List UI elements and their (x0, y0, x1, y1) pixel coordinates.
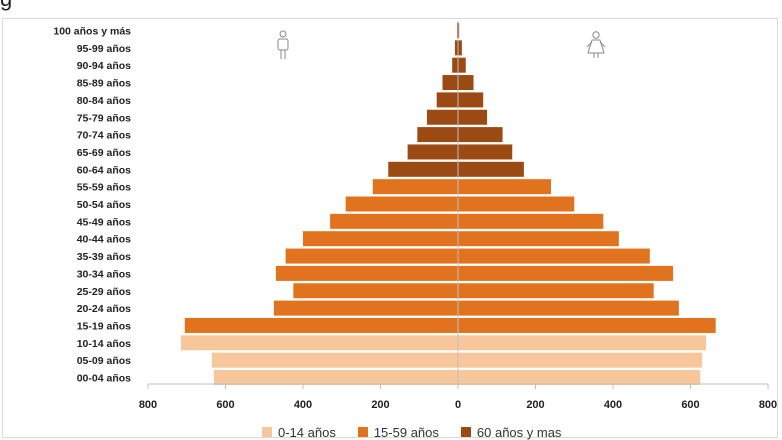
bar-left-4 (273, 300, 458, 316)
age-label-8: 40-44 años (77, 234, 131, 246)
bar-right-1 (458, 352, 703, 368)
bar-right-7 (458, 248, 650, 264)
icons-layer (277, 30, 606, 59)
bar-left-9 (330, 213, 458, 229)
bar-left-8 (303, 231, 458, 247)
x-tick-label-8: 800 (759, 399, 777, 411)
bar-left-6 (275, 265, 458, 281)
age-label-4: 20-24 años (77, 303, 131, 315)
legend-item-0-14: 0-14 años (262, 425, 336, 440)
age-label-3: 15-19 años (77, 320, 131, 332)
legend-swatch-15-59 (357, 427, 368, 437)
bar-left-13 (407, 144, 458, 160)
bar-right-18 (458, 57, 466, 73)
x-tick-label-3: 200 (371, 399, 389, 411)
age-label-10: 50-54 años (77, 199, 131, 211)
age-label-20: 100 años y más (53, 26, 131, 38)
age-label-2: 10-14 años (77, 338, 131, 350)
bar-right-17 (458, 75, 474, 91)
bar-left-0 (213, 370, 458, 385)
age-label-6: 30-34 años (77, 268, 131, 280)
age-label-12: 60-64 años (77, 164, 131, 176)
age-label-17: 85-89 años (77, 78, 131, 90)
age-label-14: 70-74 años (77, 130, 131, 142)
age-label-13: 65-69 años (77, 147, 131, 159)
bar-right-14 (458, 127, 503, 143)
bar-left-18 (452, 57, 458, 73)
legend-swatch-0-14 (262, 427, 272, 437)
bar-left-10 (345, 196, 458, 212)
legend-item-60-plus: 60 años y mas (460, 424, 562, 440)
caption-fragment: g (0, 0, 12, 12)
bar-right-15 (458, 109, 488, 125)
plot-border (2, 18, 778, 438)
bar-right-10 (458, 196, 575, 212)
bar-left-2 (180, 335, 458, 351)
bar-left-19 (454, 40, 458, 56)
bar-right-4 (458, 300, 679, 316)
bar-left-11 (372, 179, 458, 195)
bar-right-6 (458, 265, 674, 281)
legend-label-60-plus: 60 años y mas (476, 424, 562, 440)
x-tick-label-7: 600 (681, 399, 699, 411)
age-label-0: 00-04 años (77, 373, 131, 385)
age-label-9: 45-49 años (77, 216, 131, 228)
x-axis: 800 600 400 200 0 200 400 600 800 (139, 383, 777, 411)
bar-right-13 (458, 144, 513, 160)
x-tick-label-0: 800 (139, 399, 157, 411)
legend-item-15-59: 15-59 años (357, 424, 439, 440)
x-tick-label-5: 200 (526, 399, 544, 411)
legend: 0-14 años 15-59 años 60 años y mas (262, 424, 561, 440)
bar-left-14 (417, 127, 458, 143)
bar-left-1 (211, 352, 458, 368)
bar-left-16 (436, 92, 458, 108)
bar-left-5 (293, 283, 458, 299)
age-label-18: 90-94 años (77, 60, 131, 72)
bar-right-5 (458, 283, 654, 299)
bar-right-8 (458, 231, 619, 247)
bar-right-2 (458, 335, 706, 351)
bars-layer (180, 21, 716, 389)
legend-label-0-14: 0-14 años (278, 424, 336, 440)
bar-left-7 (285, 248, 458, 264)
legend-label-15-59: 15-59 años (373, 424, 439, 440)
female-icon (586, 31, 606, 58)
bar-right-20 (458, 23, 460, 38)
x-tick-label-1: 600 (216, 399, 234, 411)
age-label-1: 05-09 años (77, 355, 131, 367)
age-label-19: 95-99 años (77, 43, 131, 55)
age-label-11: 55-59 años (77, 182, 131, 194)
legend-swatch-60-plus (460, 427, 471, 437)
age-label-5: 25-29 años (77, 286, 131, 298)
bar-right-12 (458, 161, 524, 177)
bar-right-11 (458, 179, 551, 195)
x-tick-label-2: 400 (294, 399, 312, 411)
bar-right-16 (458, 92, 484, 108)
bar-left-3 (184, 317, 458, 333)
bar-right-3 (458, 317, 716, 333)
age-label-16: 80-84 años (77, 95, 131, 107)
age-label-7: 35-39 años (77, 251, 131, 263)
age-labels: 00-04 años 05-09 años 10-14 años 15-19 años… (53, 26, 131, 385)
bar-right-0 (458, 370, 701, 385)
age-label-15: 75-79 años (77, 112, 131, 124)
bar-left-12 (388, 161, 458, 177)
bar-left-17 (442, 75, 458, 91)
male-icon (277, 30, 289, 59)
bar-right-9 (458, 213, 604, 229)
bar-left-15 (427, 109, 458, 125)
bar-right-19 (458, 40, 462, 56)
x-tick-label-6: 400 (604, 399, 622, 411)
x-tick-label-4: 0 (455, 399, 461, 411)
